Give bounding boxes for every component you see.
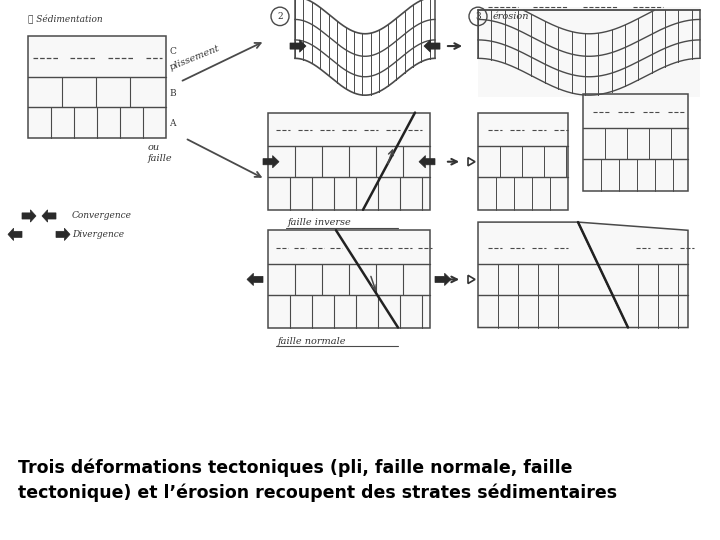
- Polygon shape: [419, 156, 435, 168]
- Polygon shape: [290, 40, 306, 52]
- Text: A: A: [169, 119, 176, 129]
- Polygon shape: [8, 228, 22, 240]
- Polygon shape: [22, 210, 36, 222]
- Polygon shape: [42, 210, 56, 222]
- Text: B: B: [169, 89, 176, 98]
- Bar: [478, 7, 700, 97]
- Bar: [268, 230, 430, 328]
- Text: Divergence: Divergence: [72, 230, 124, 239]
- Polygon shape: [263, 156, 279, 168]
- Text: érosion: érosion: [493, 12, 529, 21]
- Text: C: C: [169, 46, 176, 56]
- Text: ou
faille: ou faille: [148, 143, 173, 163]
- Polygon shape: [247, 273, 263, 286]
- Bar: [478, 112, 568, 210]
- Bar: [583, 94, 688, 191]
- Polygon shape: [56, 228, 70, 240]
- Bar: [268, 112, 430, 210]
- Text: 3: 3: [475, 12, 481, 21]
- Text: faille inverse: faille inverse: [288, 218, 352, 227]
- Bar: [28, 36, 166, 138]
- Polygon shape: [478, 222, 628, 328]
- Polygon shape: [424, 40, 440, 52]
- Text: ① Sédimentation: ① Sédimentation: [28, 15, 103, 24]
- Text: 2: 2: [277, 12, 283, 21]
- Text: plissement: plissement: [168, 43, 221, 72]
- Text: faille normale: faille normale: [278, 337, 346, 346]
- Polygon shape: [578, 222, 688, 328]
- Polygon shape: [435, 273, 451, 286]
- Text: Trois déformations tectoniques (pli, faille normale, faille
tectonique) et l’éro: Trois déformations tectoniques (pli, fai…: [18, 458, 617, 502]
- Text: Convergence: Convergence: [72, 212, 132, 220]
